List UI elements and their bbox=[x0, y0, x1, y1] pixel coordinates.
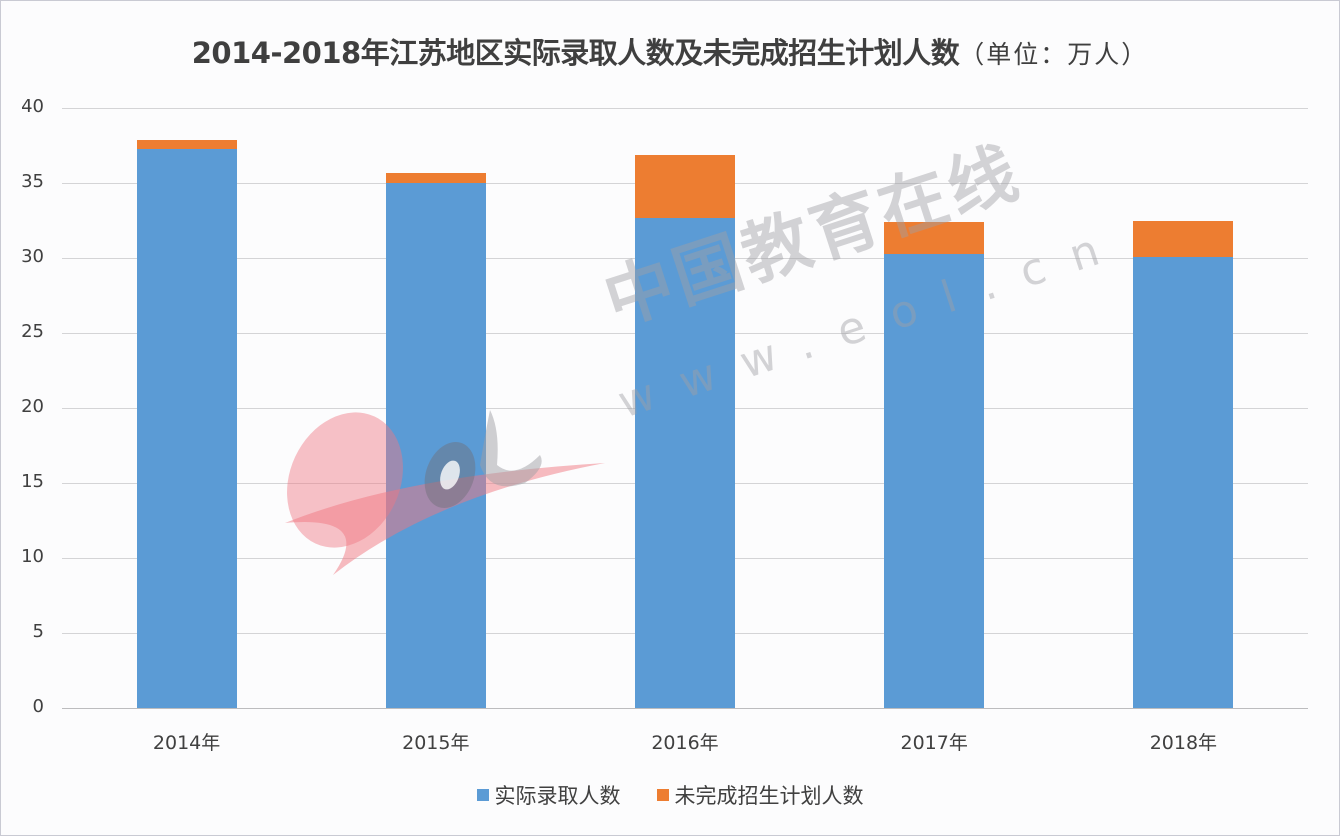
legend-item-actual: 实际录取人数 bbox=[476, 780, 621, 810]
y-tick-label: 15 bbox=[21, 471, 44, 492]
y-tick-label: 35 bbox=[21, 171, 44, 192]
y-tick-label: 0 bbox=[32, 696, 44, 717]
y-tick-label: 30 bbox=[21, 246, 44, 267]
legend-item-unfinished: 未完成招生计划人数 bbox=[656, 780, 864, 810]
y-tick-label: 20 bbox=[21, 396, 44, 417]
chart-title-unit: （单位：万人） bbox=[959, 40, 1149, 69]
x-tick-label: 2018年 bbox=[1149, 732, 1218, 754]
gridline bbox=[62, 108, 1308, 109]
bar-2014年 bbox=[136, 108, 237, 708]
bar-2018年 bbox=[1133, 108, 1234, 708]
y-tick-label: 10 bbox=[21, 546, 44, 567]
y-tick-label: 5 bbox=[32, 621, 44, 642]
bar-segment-actual bbox=[136, 148, 237, 708]
legend-swatch-actual bbox=[476, 789, 489, 801]
bar-segment-actual bbox=[635, 217, 735, 708]
gridline bbox=[62, 708, 1308, 709]
bar-segment-unfinished bbox=[884, 222, 985, 254]
chart-title: 2014-2018年江苏地区实际录取人数及未完成招生计划人数（单位：万人） bbox=[0, 30, 1340, 72]
legend-label-unfinished: 未完成招生计划人数 bbox=[674, 784, 864, 808]
bar-segment-unfinished bbox=[385, 172, 486, 183]
y-tick-label: 25 bbox=[21, 321, 44, 342]
chart-title-main: 2014-2018年江苏地区实际录取人数及未完成招生计划人数 bbox=[191, 36, 960, 70]
bar-2015年 bbox=[385, 108, 486, 708]
plot-area bbox=[62, 108, 1308, 709]
bar-2016年 bbox=[635, 108, 735, 708]
bar-segment-unfinished bbox=[136, 139, 237, 149]
legend-label-actual: 实际录取人数 bbox=[494, 784, 621, 808]
bar-segment-actual bbox=[385, 183, 486, 708]
legend: 实际录取人数 未完成招生计划人数 bbox=[0, 780, 1340, 810]
y-tick-label: 40 bbox=[21, 96, 44, 117]
bar-segment-unfinished bbox=[635, 154, 735, 218]
bar-segment-actual bbox=[1133, 256, 1234, 708]
legend-swatch-unfinished bbox=[656, 789, 669, 801]
x-tick-label: 2014年 bbox=[152, 732, 221, 754]
bar-segment-unfinished bbox=[1133, 220, 1234, 257]
bar-segment-actual bbox=[884, 253, 985, 708]
bar-2017年 bbox=[884, 108, 985, 708]
x-tick-label: 2017年 bbox=[900, 732, 968, 754]
x-tick-label: 2015年 bbox=[402, 732, 470, 754]
x-tick-label: 2016年 bbox=[651, 732, 719, 754]
